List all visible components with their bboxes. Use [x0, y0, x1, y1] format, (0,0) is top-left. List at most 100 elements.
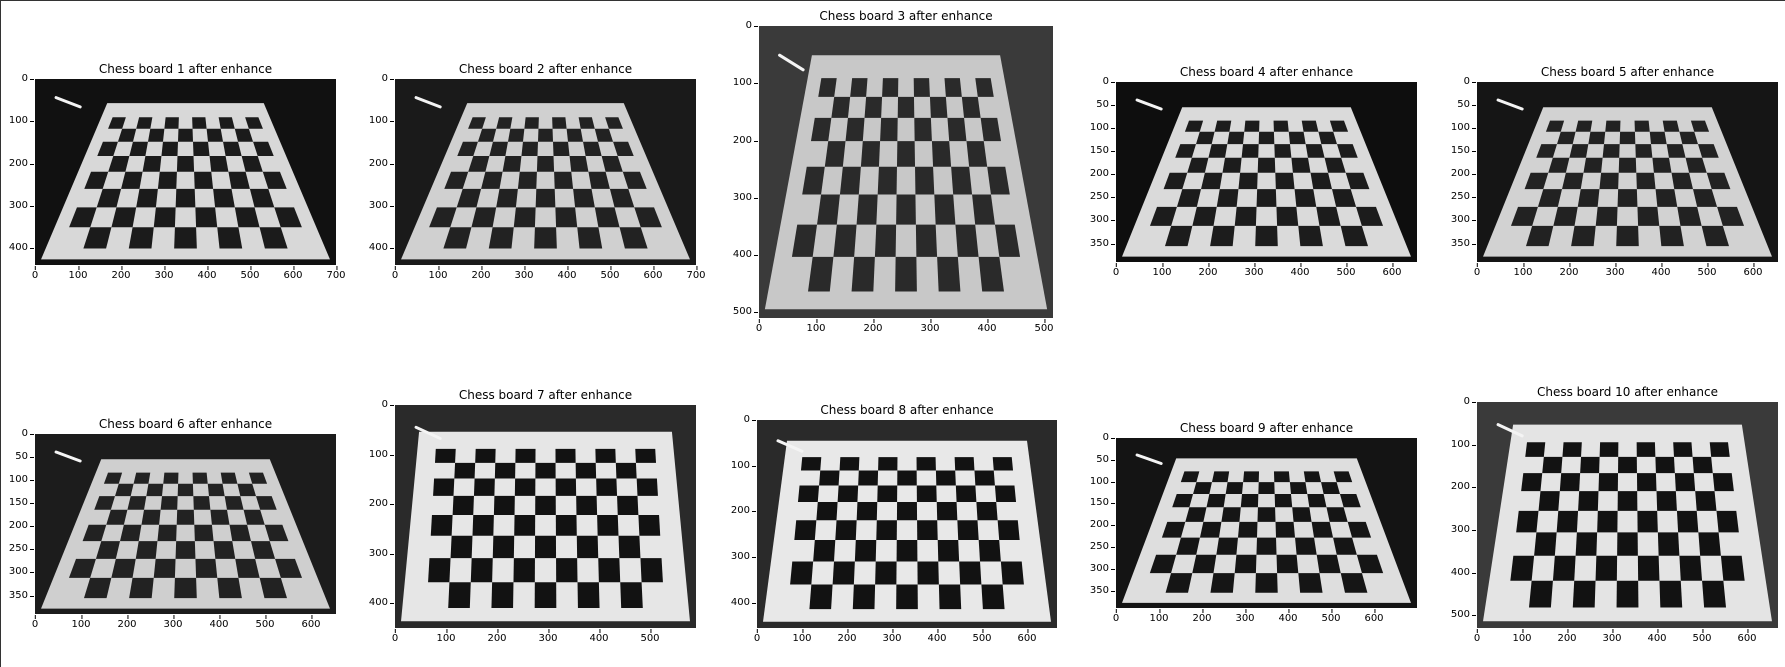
- y-tick-label: 100: [1090, 477, 1109, 487]
- y-tick-label: 50: [1096, 100, 1109, 110]
- y-tick-label: 0: [1464, 77, 1470, 87]
- x-tick-label: 500: [1034, 324, 1053, 334]
- x-tick-label: 500: [640, 634, 659, 644]
- x-tick-label: 300: [1602, 634, 1621, 644]
- y-tick-label: 300: [733, 193, 752, 203]
- y-tick-label: 400: [733, 250, 752, 260]
- y-tick-label: 100: [731, 461, 750, 471]
- y-tick-label: 100: [369, 450, 388, 460]
- panel-title: Chess board 7 after enhance: [395, 388, 696, 402]
- x-tick-label: 500: [1336, 268, 1355, 278]
- y-tick-label: 50: [15, 452, 28, 462]
- y-tick-label: 0: [746, 21, 752, 31]
- chess-board-panel-9: Chess board 9 after enhance 0 100 200 300 400…: [1116, 438, 1417, 608]
- y-tick-label: 0: [1103, 77, 1109, 87]
- y-tick-label: 200: [1451, 482, 1470, 492]
- chess-board-image: [1116, 438, 1417, 608]
- chess-board-panel-4: Chess board 4 after enhance 0 100 200 300 400…: [1116, 82, 1417, 262]
- x-tick-label: 0: [32, 271, 38, 281]
- x-tick-label: 300: [163, 620, 182, 630]
- y-tick-label: 200: [1090, 520, 1109, 530]
- x-tick-label: 100: [806, 324, 825, 334]
- panel-title: Chess board 10 after enhance: [1477, 385, 1778, 399]
- y-tick-label: 300: [369, 549, 388, 559]
- y-tick-label: 300: [1451, 525, 1470, 535]
- x-tick-label: 200: [117, 620, 136, 630]
- chess-board-panel-8: Chess board 8 after enhance 0 100 200 300 400…: [757, 420, 1057, 628]
- y-tick-label: 0: [382, 74, 388, 84]
- y-tick-label: 500: [1451, 610, 1470, 620]
- y-tick-label: 0: [744, 415, 750, 425]
- x-tick-label: 0: [756, 324, 762, 334]
- x-tick-label: 200: [487, 634, 506, 644]
- y-tick-label: 300: [1090, 564, 1109, 574]
- x-tick-label: 300: [882, 634, 901, 644]
- y-tick-label: 100: [1451, 440, 1470, 450]
- x-tick-label: 500: [1697, 268, 1716, 278]
- chess-board-panel-6: Chess board 6 after enhance 0 100 200 300 400…: [35, 434, 336, 614]
- panel-title: Chess board 6 after enhance: [35, 417, 336, 431]
- y-tick-label: 300: [731, 552, 750, 562]
- y-tick-label: 50: [1096, 455, 1109, 465]
- x-tick-label: 0: [392, 271, 398, 281]
- x-tick-label: 200: [111, 271, 130, 281]
- x-tick-label: 300: [1605, 268, 1624, 278]
- x-tick-label: 0: [392, 634, 398, 644]
- y-tick-label: 400: [369, 598, 388, 608]
- chess-board-image: [1477, 82, 1778, 262]
- x-tick-label: 600: [643, 271, 662, 281]
- y-tick-label: 150: [1451, 146, 1470, 156]
- x-tick-label: 100: [436, 634, 455, 644]
- x-tick-label: 700: [686, 271, 705, 281]
- y-tick-label: 400: [731, 598, 750, 608]
- y-tick-label: 0: [22, 74, 28, 84]
- x-tick-label: 700: [326, 271, 345, 281]
- x-tick-label: 300: [920, 324, 939, 334]
- y-tick-label: 0: [382, 400, 388, 410]
- y-tick-label: 200: [369, 499, 388, 509]
- x-tick-label: 100: [68, 271, 87, 281]
- y-tick-label: 100: [369, 116, 388, 126]
- x-tick-label: 500: [255, 620, 274, 630]
- y-tick-label: 300: [369, 201, 388, 211]
- x-tick-label: 400: [927, 634, 946, 644]
- chess-board-image: [759, 26, 1053, 318]
- y-tick-label: 200: [9, 521, 28, 531]
- y-tick-label: 400: [1451, 568, 1470, 578]
- y-tick-label: 250: [1451, 192, 1470, 202]
- y-tick-label: 400: [369, 243, 388, 253]
- y-tick-label: 250: [9, 544, 28, 554]
- x-tick-label: 600: [1017, 634, 1036, 644]
- chess-board-image: [1116, 82, 1417, 262]
- x-tick-label: 200: [1198, 268, 1217, 278]
- x-tick-label: 400: [1651, 268, 1670, 278]
- x-tick-label: 200: [1559, 268, 1578, 278]
- x-tick-label: 300: [1235, 614, 1254, 624]
- x-tick-label: 400: [209, 620, 228, 630]
- y-tick-label: 0: [22, 429, 28, 439]
- x-tick-label: 400: [589, 634, 608, 644]
- x-tick-label: 100: [1149, 614, 1168, 624]
- y-tick-label: 300: [9, 201, 28, 211]
- x-tick-label: 400: [1278, 614, 1297, 624]
- x-tick-label: 100: [71, 620, 90, 630]
- panel-title: Chess board 9 after enhance: [1116, 421, 1417, 435]
- y-tick-label: 200: [733, 136, 752, 146]
- x-tick-label: 500: [600, 271, 619, 281]
- x-tick-label: 0: [1113, 268, 1119, 278]
- x-tick-label: 300: [1244, 268, 1263, 278]
- y-tick-label: 400: [9, 243, 28, 253]
- panel-title: Chess board 5 after enhance: [1477, 65, 1778, 79]
- x-tick-label: 0: [754, 634, 760, 644]
- x-tick-label: 500: [1321, 614, 1340, 624]
- y-tick-label: 200: [1090, 169, 1109, 179]
- x-tick-label: 400: [977, 324, 996, 334]
- y-tick-label: 100: [9, 116, 28, 126]
- x-tick-label: 100: [428, 271, 447, 281]
- x-tick-label: 200: [471, 271, 490, 281]
- x-tick-label: 400: [557, 271, 576, 281]
- x-tick-label: 600: [301, 620, 320, 630]
- x-tick-label: 100: [1512, 634, 1531, 644]
- x-tick-label: 500: [972, 634, 991, 644]
- y-tick-label: 0: [1103, 433, 1109, 443]
